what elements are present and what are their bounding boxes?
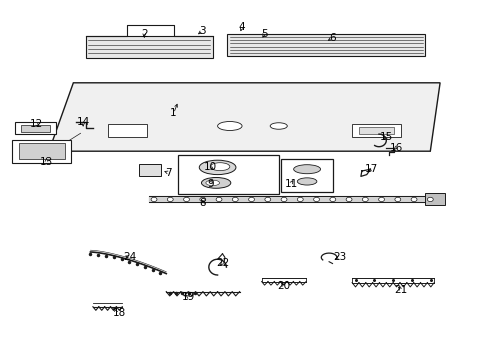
Text: 3: 3 — [199, 26, 206, 36]
Text: 24: 24 — [122, 252, 136, 262]
Text: 21: 21 — [393, 285, 407, 295]
Text: 14: 14 — [76, 117, 90, 127]
Circle shape — [232, 197, 238, 202]
Polygon shape — [49, 83, 439, 151]
Circle shape — [281, 197, 286, 202]
Ellipse shape — [199, 160, 236, 175]
Text: 1: 1 — [170, 108, 177, 118]
Text: 9: 9 — [206, 179, 213, 189]
Text: 2: 2 — [141, 29, 147, 39]
Circle shape — [248, 197, 254, 202]
Text: 8: 8 — [199, 198, 206, 208]
Polygon shape — [227, 34, 425, 56]
Text: 10: 10 — [203, 162, 216, 172]
Text: 13: 13 — [40, 157, 53, 167]
Ellipse shape — [297, 178, 316, 185]
Text: 15: 15 — [379, 132, 392, 142]
Ellipse shape — [201, 177, 230, 188]
Polygon shape — [19, 143, 64, 159]
Polygon shape — [359, 127, 393, 134]
Text: 17: 17 — [364, 164, 378, 174]
Text: 23: 23 — [332, 252, 346, 262]
Text: 5: 5 — [260, 29, 267, 39]
Text: 19: 19 — [181, 292, 195, 302]
Ellipse shape — [205, 180, 219, 186]
Polygon shape — [351, 124, 400, 137]
Circle shape — [264, 197, 270, 202]
Polygon shape — [281, 159, 332, 192]
Text: 22: 22 — [215, 258, 229, 268]
Text: 16: 16 — [388, 143, 402, 153]
Circle shape — [378, 197, 384, 202]
Circle shape — [329, 197, 335, 202]
Text: 4: 4 — [238, 22, 245, 32]
Polygon shape — [15, 122, 56, 134]
Circle shape — [346, 197, 351, 202]
Circle shape — [183, 197, 189, 202]
Text: 20: 20 — [277, 281, 289, 291]
Circle shape — [410, 197, 416, 202]
Circle shape — [167, 197, 173, 202]
Text: 7: 7 — [165, 168, 172, 178]
Polygon shape — [85, 36, 212, 58]
Polygon shape — [107, 124, 146, 137]
Circle shape — [362, 197, 367, 202]
Circle shape — [200, 197, 205, 202]
Text: 6: 6 — [328, 33, 335, 43]
Circle shape — [151, 197, 157, 202]
Polygon shape — [178, 155, 278, 194]
Ellipse shape — [210, 163, 229, 171]
Text: 12: 12 — [30, 119, 43, 129]
Polygon shape — [139, 164, 161, 176]
Text: 11: 11 — [284, 179, 297, 189]
Ellipse shape — [217, 122, 242, 130]
Polygon shape — [12, 140, 71, 163]
Circle shape — [427, 197, 432, 202]
Circle shape — [313, 197, 319, 202]
Polygon shape — [20, 125, 50, 132]
Ellipse shape — [293, 165, 320, 174]
Polygon shape — [425, 193, 444, 205]
Circle shape — [297, 197, 303, 202]
Circle shape — [216, 197, 222, 202]
Ellipse shape — [269, 123, 287, 129]
Text: 18: 18 — [113, 308, 126, 318]
Circle shape — [394, 197, 400, 202]
